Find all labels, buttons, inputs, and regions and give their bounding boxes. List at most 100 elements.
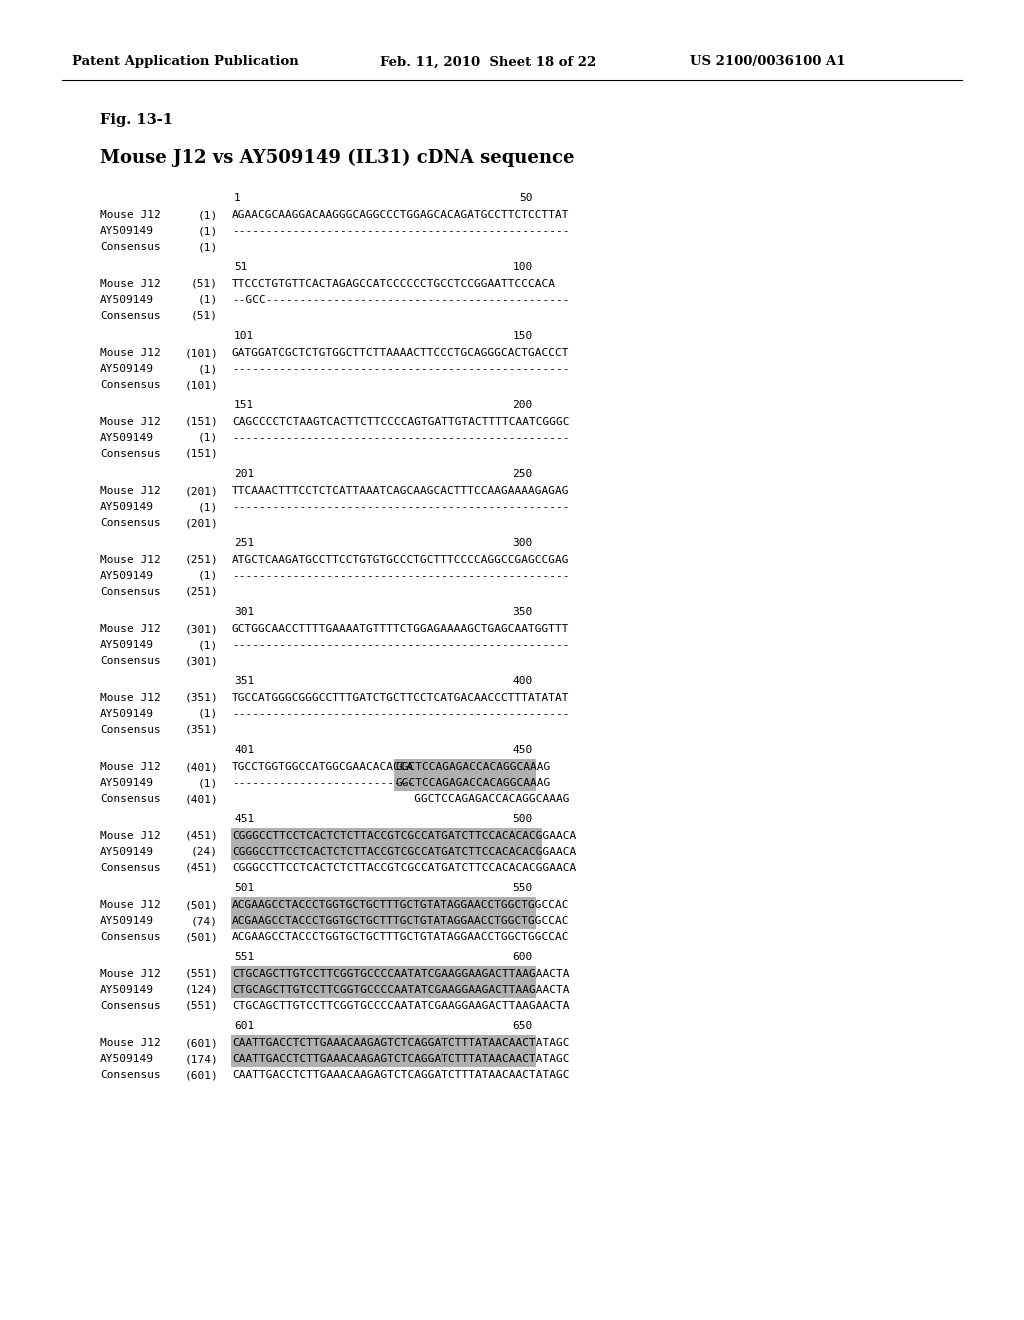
- Text: Mouse J12: Mouse J12: [100, 762, 161, 772]
- Text: --------------------------------------------------: ----------------------------------------…: [232, 364, 569, 374]
- Text: Mouse J12 vs AY509149 (IL31) cDNA sequence: Mouse J12 vs AY509149 (IL31) cDNA sequen…: [100, 149, 574, 168]
- Text: (101): (101): [184, 348, 218, 358]
- Text: Mouse J12: Mouse J12: [100, 279, 161, 289]
- Text: 400: 400: [512, 676, 532, 686]
- Text: 150: 150: [512, 331, 532, 341]
- Text: 101: 101: [234, 331, 254, 341]
- Text: Mouse J12: Mouse J12: [100, 554, 161, 565]
- Text: (1): (1): [198, 210, 218, 220]
- Text: ---------------------------: ---------------------------: [232, 777, 415, 788]
- Text: (301): (301): [184, 624, 218, 634]
- Text: CAGCCCCTCTAAGTCACTTCTTCCCCAGTGATTGTACTTTTCAATCGGGC: CAGCCCCTCTAAGTCACTTCTTCCCCAGTGATTGTACTTT…: [232, 417, 569, 426]
- Text: (201): (201): [184, 517, 218, 528]
- Text: (24): (24): [191, 847, 218, 857]
- Text: AY509149: AY509149: [100, 777, 154, 788]
- Text: CTGCAGCTTGTCCTTCGGTGCCCCAATATCGAAGGAAGACTTAAGAACTA: CTGCAGCTTGTCCTTCGGTGCCCCAATATCGAAGGAAGAC…: [232, 985, 569, 995]
- Text: GGCTCCAGAGACCACAGGCAAAG: GGCTCCAGAGACCACAGGCAAAG: [395, 777, 551, 788]
- Text: Mouse J12: Mouse J12: [100, 1038, 161, 1048]
- Text: Consensus: Consensus: [100, 449, 161, 459]
- Text: (1): (1): [198, 502, 218, 512]
- Text: 200: 200: [512, 400, 532, 411]
- Text: 601: 601: [234, 1020, 254, 1031]
- Text: Consensus: Consensus: [100, 380, 161, 389]
- Text: Consensus: Consensus: [100, 1001, 161, 1011]
- Text: Mouse J12: Mouse J12: [100, 832, 161, 841]
- Text: 201: 201: [234, 469, 254, 479]
- Text: AY509149: AY509149: [100, 1053, 154, 1064]
- Bar: [231, 898, 536, 912]
- Text: (451): (451): [184, 863, 218, 873]
- Text: AY509149: AY509149: [100, 985, 154, 995]
- Text: (151): (151): [184, 449, 218, 459]
- Text: Mouse J12: Mouse J12: [100, 969, 161, 979]
- Text: AY509149: AY509149: [100, 294, 154, 305]
- Text: --------------------------------------------------: ----------------------------------------…: [232, 640, 569, 649]
- Text: AY509149: AY509149: [100, 709, 154, 719]
- Text: AY509149: AY509149: [100, 226, 154, 236]
- Text: CAATTGACCTCTTGAAACAAGAGTCTCAGGATCTTTATAACAACTATAGC: CAATTGACCTCTTGAAACAAGAGTCTCAGGATCTTTATAA…: [232, 1038, 569, 1048]
- Bar: [231, 829, 542, 843]
- Text: Consensus: Consensus: [100, 725, 161, 735]
- Text: (174): (174): [184, 1053, 218, 1064]
- Text: CGGGCCTTCCTCACTCTCTTACCGTCGCCATGATCTTCCACACACGGAACA: CGGGCCTTCCTCACTCTCTTACCGTCGCCATGATCTTCCA…: [232, 832, 577, 841]
- Text: TTCCCTGTGTTCACTAGAGCCATCCCCCCTGCCTCCGGAATTCCCACA: TTCCCTGTGTTCACTAGAGCCATCCCCCCTGCCTCCGGAA…: [232, 279, 556, 289]
- Text: 300: 300: [512, 539, 532, 548]
- Text: ACGAAGCCTACCCTGGTGCTGCTTTGCTGTATAGGAACCTGGCTGGCCAC: ACGAAGCCTACCCTGGTGCTGCTTTGCTGTATAGGAACCT…: [232, 932, 569, 942]
- Text: GGCTCCAGAGACCACAGGCAAAG: GGCTCCAGAGACCACAGGCAAAG: [395, 762, 551, 772]
- Text: (51): (51): [191, 279, 218, 289]
- Text: Mouse J12: Mouse J12: [100, 693, 161, 704]
- Bar: [231, 982, 536, 998]
- Text: (124): (124): [184, 985, 218, 995]
- Text: Mouse J12: Mouse J12: [100, 417, 161, 426]
- Text: Consensus: Consensus: [100, 1071, 161, 1080]
- Text: 100: 100: [512, 261, 532, 272]
- Text: (101): (101): [184, 380, 218, 389]
- Text: (251): (251): [184, 587, 218, 597]
- Text: (1): (1): [198, 226, 218, 236]
- Text: --GCC---------------------------------------------: --GCC-----------------------------------…: [232, 294, 569, 305]
- Text: US 2100/0036100 A1: US 2100/0036100 A1: [690, 55, 846, 69]
- Text: --------------------------------------------------: ----------------------------------------…: [232, 502, 569, 512]
- Text: Patent Application Publication: Patent Application Publication: [72, 55, 299, 69]
- Text: (601): (601): [184, 1038, 218, 1048]
- Text: Consensus: Consensus: [100, 795, 161, 804]
- Bar: [231, 1051, 536, 1067]
- Text: AY509149: AY509149: [100, 364, 154, 374]
- Text: AY509149: AY509149: [100, 916, 154, 927]
- Text: CTGCAGCTTGTCCTTCGGTGCCCCAATATCGAAGGAAGACTTAAGAACTA: CTGCAGCTTGTCCTTCGGTGCCCCAATATCGAAGGAAGAC…: [232, 969, 569, 979]
- Text: (501): (501): [184, 900, 218, 909]
- Text: (1): (1): [198, 242, 218, 252]
- Text: 50: 50: [519, 193, 532, 203]
- Text: 551: 551: [234, 952, 254, 962]
- Text: (251): (251): [184, 554, 218, 565]
- Text: (401): (401): [184, 762, 218, 772]
- Text: (1): (1): [198, 364, 218, 374]
- Text: Mouse J12: Mouse J12: [100, 348, 161, 358]
- Text: 600: 600: [512, 952, 532, 962]
- Text: (1): (1): [198, 294, 218, 305]
- Text: 501: 501: [234, 883, 254, 894]
- Text: (501): (501): [184, 932, 218, 942]
- Text: GGCTCCAGAGACCACAGGCAAAG: GGCTCCAGAGACCACAGGCAAAG: [232, 795, 569, 804]
- Text: (1): (1): [198, 572, 218, 581]
- Text: (551): (551): [184, 1001, 218, 1011]
- Text: 500: 500: [512, 814, 532, 824]
- Text: 451: 451: [234, 814, 254, 824]
- Text: (1): (1): [198, 777, 218, 788]
- Text: 250: 250: [512, 469, 532, 479]
- Text: 350: 350: [512, 607, 532, 616]
- Text: 251: 251: [234, 539, 254, 548]
- Text: (51): (51): [191, 312, 218, 321]
- Text: Consensus: Consensus: [100, 242, 161, 252]
- Text: Mouse J12: Mouse J12: [100, 486, 161, 496]
- Text: Consensus: Consensus: [100, 656, 161, 667]
- Bar: [394, 759, 536, 775]
- Text: AY509149: AY509149: [100, 502, 154, 512]
- Text: AY509149: AY509149: [100, 433, 154, 444]
- Text: TGCCTGGTGGCCATGGCGAACACACCA: TGCCTGGTGGCCATGGCGAACACACCA: [232, 762, 415, 772]
- Text: CGGGCCTTCCTCACTCTCTTACCGTCGCCATGATCTTCCACACACGGAACA: CGGGCCTTCCTCACTCTCTTACCGTCGCCATGATCTTCCA…: [232, 863, 577, 873]
- Text: 151: 151: [234, 400, 254, 411]
- Text: 650: 650: [512, 1020, 532, 1031]
- Text: 550: 550: [512, 883, 532, 894]
- Text: 1: 1: [234, 193, 241, 203]
